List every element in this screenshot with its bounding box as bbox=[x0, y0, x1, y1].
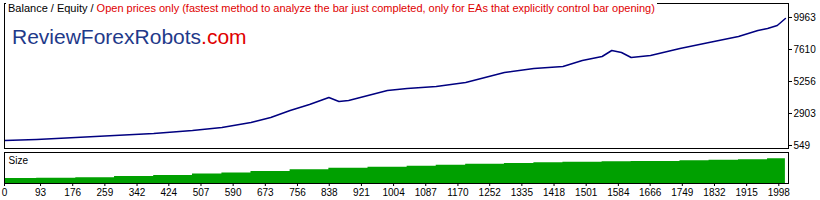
svg-text:507: 507 bbox=[193, 187, 210, 198]
svg-text:1004: 1004 bbox=[382, 187, 405, 198]
svg-text:1087: 1087 bbox=[415, 187, 438, 198]
svg-text:9963: 9963 bbox=[794, 12, 817, 23]
svg-text:1666: 1666 bbox=[639, 187, 662, 198]
svg-text:549: 549 bbox=[794, 140, 811, 150]
svg-text:93: 93 bbox=[35, 187, 47, 198]
svg-text:2903: 2903 bbox=[794, 108, 817, 119]
svg-text:0: 0 bbox=[2, 187, 8, 198]
svg-text:259: 259 bbox=[97, 187, 114, 198]
svg-text:756: 756 bbox=[289, 187, 306, 198]
svg-text:176: 176 bbox=[64, 187, 81, 198]
html-text:ReviewForexRobots.com: ReviewForexRobots.com bbox=[12, 25, 247, 48]
svg-text:1832: 1832 bbox=[703, 187, 726, 198]
svg-text:7610: 7610 bbox=[794, 44, 817, 55]
svg-text:1335: 1335 bbox=[511, 187, 534, 198]
svg-text:Size: Size bbox=[9, 155, 29, 166]
svg-text:424: 424 bbox=[160, 187, 177, 198]
svg-text:673: 673 bbox=[257, 187, 274, 198]
svg-text:1252: 1252 bbox=[479, 187, 502, 198]
svg-text:1584: 1584 bbox=[607, 187, 630, 198]
html-text:Balance / Equity / Open prices: Balance / Equity / Open prices only (fas… bbox=[8, 2, 655, 14]
svg-text:1501: 1501 bbox=[575, 187, 598, 198]
svg-text:838: 838 bbox=[321, 187, 338, 198]
svg-text:5256: 5256 bbox=[794, 76, 817, 87]
svg-text:1170: 1170 bbox=[447, 187, 469, 198]
svg-text:342: 342 bbox=[129, 187, 146, 198]
svg-text:1418: 1418 bbox=[543, 187, 566, 198]
svg-text:1749: 1749 bbox=[671, 187, 694, 198]
svg-text:1915: 1915 bbox=[736, 187, 759, 198]
svg-text:1998: 1998 bbox=[768, 187, 791, 198]
svg-text:590: 590 bbox=[225, 187, 242, 198]
svg-text:921: 921 bbox=[353, 187, 370, 198]
